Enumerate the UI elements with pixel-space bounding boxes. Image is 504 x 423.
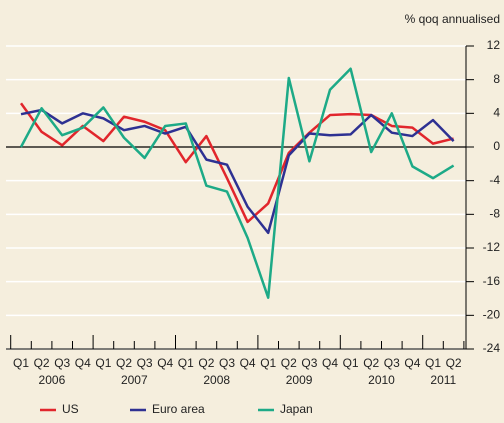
x-tick-label: Q1 [425, 356, 441, 370]
x-tick-label: Q2 [34, 356, 50, 370]
series-line [19, 102, 454, 224]
x-tick-label: Q2 [363, 356, 379, 370]
x-tick-label: Q4 [240, 356, 256, 370]
x-year-label: 2010 [368, 373, 395, 387]
x-tick-label: Q3 [137, 356, 153, 370]
legend-label: US [62, 402, 79, 416]
y-tick-label: 12 [487, 38, 501, 52]
x-tick-label: Q3 [54, 356, 70, 370]
y-tick-label: -20 [483, 308, 501, 322]
legend-label: Euro area [152, 402, 205, 416]
y-tick-label: 8 [493, 72, 500, 86]
series-line [19, 67, 455, 299]
x-tick-label: Q2 [198, 356, 214, 370]
y-tick-label: -16 [483, 274, 501, 288]
y-tick-label: 0 [493, 139, 500, 153]
y-tick-label: -4 [489, 173, 500, 187]
x-tick-label: Q3 [301, 356, 317, 370]
legend-label: Japan [280, 402, 313, 416]
x-tick-label: Q1 [260, 356, 276, 370]
x-tick-label: Q2 [281, 356, 297, 370]
x-tick-label: Q3 [384, 356, 400, 370]
x-tick-label: Q4 [322, 356, 338, 370]
x-tick-label: Q4 [75, 356, 91, 370]
x-tick-label: Q1 [178, 356, 194, 370]
x-tick-label: Q4 [157, 356, 173, 370]
x-year-label: 2011 [430, 373, 456, 387]
x-year-label: 2009 [286, 373, 313, 387]
x-tick-label: Q1 [13, 356, 29, 370]
x-year-label: 2007 [121, 373, 148, 387]
x-year-label: 2006 [39, 373, 66, 387]
y-axis-label: % qoq annualised [405, 12, 500, 26]
y-tick-label: 4 [493, 106, 500, 120]
x-tick-label: Q1 [95, 356, 111, 370]
x-year-label: 2008 [203, 373, 230, 387]
x-tick-label: Q4 [404, 356, 420, 370]
y-tick-label: -24 [483, 341, 501, 355]
x-tick-label: Q2 [116, 356, 132, 370]
y-tick-label: -12 [483, 240, 501, 254]
x-tick-label: Q1 [343, 356, 359, 370]
y-tick-label: -8 [489, 207, 500, 221]
x-tick-label: Q2 [446, 356, 462, 370]
x-tick-label: Q3 [219, 356, 235, 370]
